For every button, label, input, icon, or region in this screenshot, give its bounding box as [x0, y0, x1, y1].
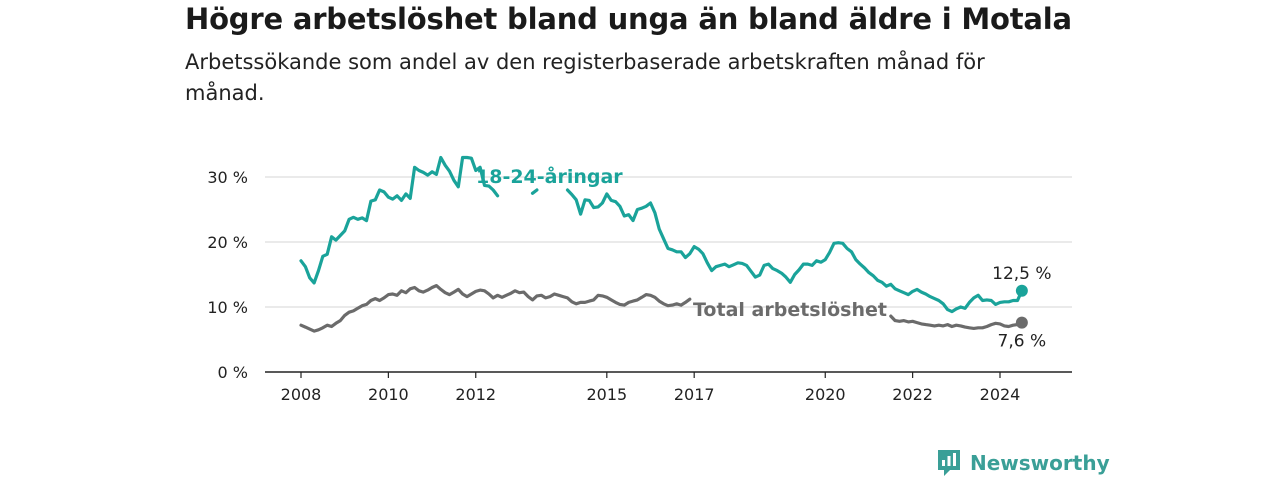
x-tick-label: 2012 — [455, 385, 496, 404]
y-tick-label: 0 % — [218, 363, 248, 382]
brand-name: Newsworthy — [970, 451, 1110, 475]
x-tick-label: 2022 — [892, 385, 933, 404]
x-tick-label: 2017 — [674, 385, 715, 404]
series-lines — [299, 155, 1028, 333]
line-chart: 0 % 10 % 20 % 30 % 2008 2010 2012 2015 2017 2020… — [207, 155, 1072, 404]
end-point-young — [1015, 284, 1028, 297]
x-tick-label: 2010 — [368, 385, 409, 404]
end-value-total: 7,6 % — [998, 332, 1047, 352]
series-labels: 18-24-åringar Total arbetslöshet 12,5 % 7,6… — [476, 164, 1052, 352]
x-tick-label: 2008 — [281, 385, 322, 404]
chart-title: Högre arbetslöshet bland unga än bland ä… — [185, 2, 1072, 36]
y-tick-label: 10 % — [207, 298, 248, 317]
end-point-total — [1015, 316, 1028, 329]
series-line-total — [889, 314, 1024, 330]
series-line-young — [530, 188, 539, 195]
series-line-young — [565, 188, 1024, 314]
bar-chart-logo-icon — [938, 450, 960, 476]
x-axis: 2008 2010 2012 2015 2017 2020 2022 2024 — [265, 371, 1072, 404]
y-tick-label: 20 % — [207, 233, 248, 252]
x-tick-label: 2020 — [805, 385, 846, 404]
chart-subtitle: Arbetssökande som andel av den registerb… — [185, 50, 985, 105]
x-tick-label: 2015 — [586, 385, 627, 404]
x-tick-label: 2024 — [980, 385, 1021, 404]
series-label-total: Total arbetslöshet — [693, 299, 887, 321]
newsworthy-brand[interactable]: Newsworthy — [936, 448, 1110, 478]
series-line-young — [299, 155, 500, 285]
y-axis-ticks: 0 % 10 % 20 % 30 % — [207, 168, 248, 382]
series-label-young: 18-24-åringar — [476, 164, 623, 188]
series-line-total — [299, 284, 692, 333]
y-tick-label: 30 % — [207, 168, 248, 187]
end-value-young: 12,5 % — [992, 264, 1051, 284]
